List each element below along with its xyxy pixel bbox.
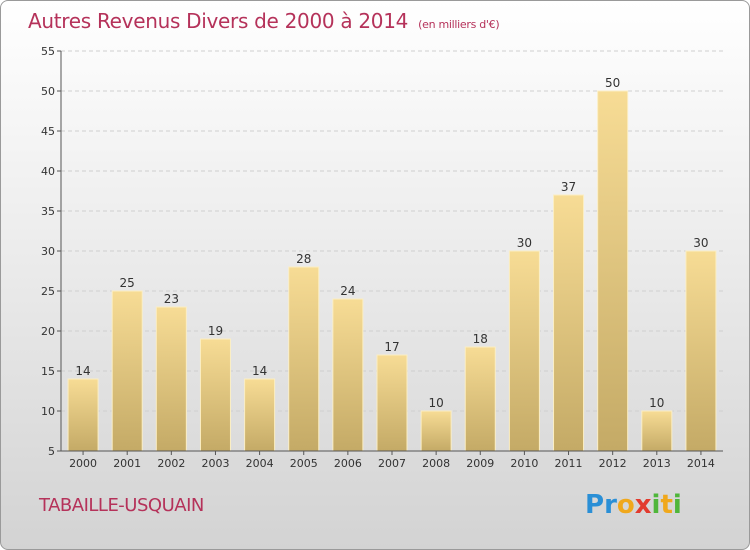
y-tick-label: 5 (48, 445, 55, 458)
bar-2005 (288, 266, 320, 452)
bar-2007 (376, 354, 408, 452)
x-tick-label: 2002 (157, 457, 185, 470)
x-tick-label: 2013 (643, 457, 671, 470)
bar-2000 (67, 378, 99, 452)
x-axis-labels: 2000 2001 2002 2003 2004 2005 2006 2007 2008 2009… (69, 457, 715, 470)
y-tick-label: 15 (41, 365, 55, 378)
x-tick-label: 2006 (334, 457, 362, 470)
value-label: 28 (296, 252, 311, 266)
y-tick-label: 20 (41, 325, 55, 338)
bar-2010 (508, 250, 540, 452)
bar-2013 (641, 410, 673, 452)
commune-name: TABAILLE-USQUAIN (39, 495, 204, 516)
bar-2001 (111, 290, 143, 452)
x-tick-label: 2008 (422, 457, 450, 470)
value-label: 18 (473, 332, 488, 346)
bar-2004 (244, 378, 276, 452)
axes (60, 51, 723, 455)
x-tick-label: 2003 (201, 457, 229, 470)
y-tick-label: 55 (41, 45, 55, 58)
value-label: 19 (208, 324, 223, 338)
value-label: 30 (693, 236, 708, 250)
value-label: 24 (340, 284, 355, 298)
value-label: 50 (605, 76, 620, 90)
x-tick-label: 2011 (555, 457, 583, 470)
x-tick-label: 2001 (113, 457, 141, 470)
bar-2003 (199, 338, 231, 452)
y-tick-label: 25 (41, 285, 55, 298)
proxiti-logo: Proxiti (585, 490, 682, 520)
x-tick-label: 2010 (510, 457, 538, 470)
bar-2008 (420, 410, 452, 452)
value-label: 14 (252, 364, 267, 378)
y-axis-labels: 5 10 15 20 25 30 35 40 45 50 55 (41, 45, 55, 458)
value-label: 25 (120, 276, 135, 290)
value-label: 10 (428, 396, 443, 410)
value-label: 23 (164, 292, 179, 306)
value-label: 14 (75, 364, 90, 378)
chart-title: Autres Revenus Divers de 2000 à 2014 (28, 9, 409, 33)
value-label: 10 (649, 396, 664, 410)
y-tick-label: 30 (41, 245, 55, 258)
x-tick-label: 2014 (687, 457, 715, 470)
value-labels: 14 25 23 19 14 28 24 17 10 18 30 37 50 10 30 (75, 76, 708, 410)
x-tick-label: 2005 (290, 457, 318, 470)
value-label: 17 (384, 340, 399, 354)
y-tick-label: 50 (41, 85, 55, 98)
x-tick-label: 2009 (466, 457, 494, 470)
y-tick-label: 35 (41, 205, 55, 218)
chart-subtitle: (en milliers d'€) (418, 18, 500, 31)
x-tick-label: 2007 (378, 457, 406, 470)
value-label: 30 (517, 236, 532, 250)
x-tick-label: 2000 (69, 457, 97, 470)
chart-title-block: Autres Revenus Divers de 2000 à 2014 (en… (28, 9, 500, 33)
value-label: 37 (561, 180, 576, 194)
bar-2009 (464, 346, 496, 452)
bar-2002 (155, 306, 187, 452)
x-tick-label: 2012 (599, 457, 627, 470)
y-tick-label: 40 (41, 165, 55, 178)
bar-2006 (332, 298, 364, 452)
bars (67, 90, 717, 452)
bar-2014 (685, 250, 717, 452)
x-tick-label: 2004 (246, 457, 274, 470)
bar-2011 (553, 194, 585, 452)
y-tick-label: 10 (41, 405, 55, 418)
y-tick-label: 45 (41, 125, 55, 138)
bar-2012 (597, 90, 629, 452)
